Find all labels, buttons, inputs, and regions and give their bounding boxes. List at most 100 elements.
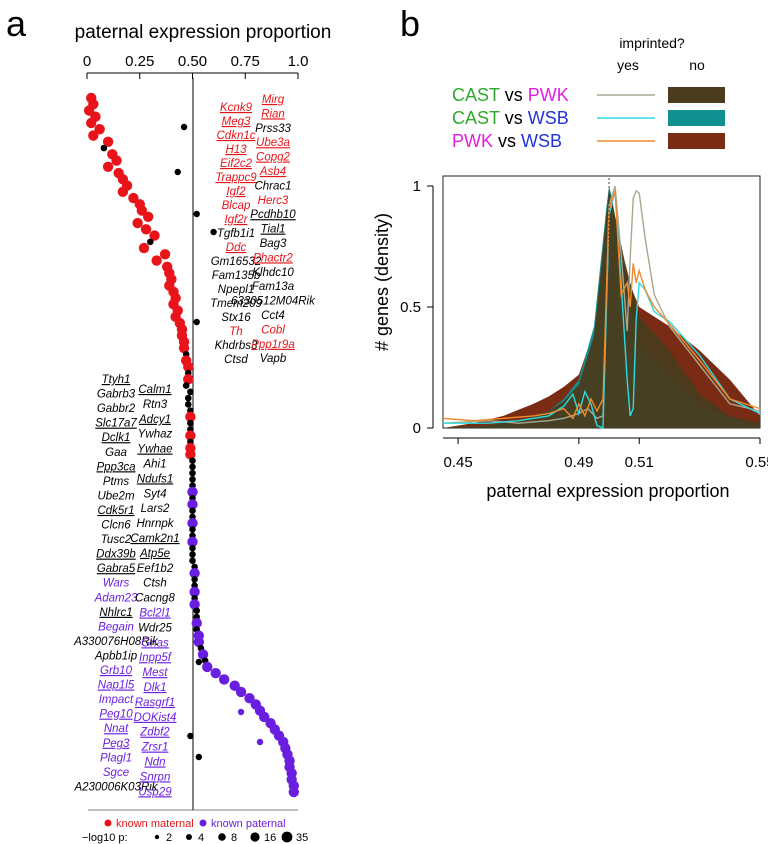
panel-a-gene-point — [174, 168, 181, 176]
legend-fill-swatch — [668, 87, 725, 103]
gene-label: Klhdc10 — [252, 267, 294, 279]
gene-label: Npepl1 — [218, 284, 254, 296]
gene-label: Bcl2l1 — [139, 608, 170, 620]
panel-a-gene-point — [187, 536, 198, 548]
panel-a-gene-labels: Kcnk9 Meg3 Cdkn1c H13 Eif2c2 Trappc9 Igf2 Blcap… — [73, 94, 316, 798]
gene-label: Calm1 — [138, 384, 171, 396]
panel-a-gene-point — [132, 217, 143, 229]
panel-a-gene-point — [259, 711, 270, 723]
panel-a-gene-point — [189, 567, 200, 579]
legend-size-value: 8 — [231, 832, 237, 844]
gene-label: Igf2 — [226, 186, 246, 198]
panel-a-gene-point — [138, 242, 150, 254]
legend-strain-a: CAST — [452, 108, 500, 128]
gene-label: Vapb — [260, 353, 287, 365]
gene-label: Plagl1 — [100, 752, 132, 764]
panel-a-gene-point — [195, 753, 203, 761]
legend-size-dot — [218, 833, 226, 841]
legend-paternal-dot — [199, 819, 207, 827]
gene-label: Adcy1 — [138, 414, 171, 426]
legend-row-label: PWK vs WSB — [452, 131, 562, 151]
legend-size-value: 2 — [166, 832, 172, 844]
gene-label: Ctsd — [224, 354, 248, 366]
panel-a-gene-point — [189, 551, 196, 558]
panel-a-gene-point — [256, 738, 264, 746]
gene-label: Nap1l5 — [98, 680, 135, 692]
gene-label: Dlk1 — [143, 682, 166, 694]
panel-b-y-tick-label: 1 — [413, 178, 421, 195]
gene-label: Zrsr1 — [141, 742, 169, 754]
panel-a-gene-point — [185, 411, 196, 423]
panel-a-gene-point — [193, 607, 201, 614]
panel-a-gene-point — [187, 499, 198, 510]
panel-a-gene-point — [183, 374, 194, 385]
panel-a-gene-point — [180, 123, 188, 131]
panel-b-x-tick-label: 0.55 — [745, 454, 768, 471]
gene-label: Nhlrc1 — [99, 607, 132, 619]
gene-label: Phactr2 — [253, 252, 293, 264]
gene-label: Peg10 — [99, 709, 133, 721]
gene-label: Stx16 — [221, 312, 251, 324]
panel-a-gene-point — [111, 155, 122, 166]
panel-a-gene-point — [202, 661, 213, 673]
panel-b-x-tick-label: 0.51 — [625, 454, 654, 471]
legend-size-value: 16 — [264, 832, 276, 844]
gene-label: Eif2c2 — [220, 158, 253, 170]
panel-a-gene-point — [189, 469, 196, 477]
panel-a-gene-point — [187, 732, 194, 740]
panel-a-gene-point — [142, 211, 154, 222]
gene-label: Ndufs1 — [137, 473, 173, 485]
gene-label: Adam23 — [94, 592, 138, 604]
panel-a-gene-point — [189, 463, 196, 471]
legend-strain-b: WSB — [528, 108, 569, 128]
panel-a-gene-point — [187, 486, 198, 498]
panel-a-gene-point — [183, 361, 194, 373]
panel-a-tick-label: 0 — [83, 53, 91, 70]
legend-size-value: 4 — [198, 832, 204, 844]
legend-paternal-text: known paternal — [211, 818, 286, 830]
legend-vs: vs — [500, 108, 528, 128]
gene-label: DOKist4 — [134, 712, 177, 724]
panel-a-gene-point — [210, 668, 221, 679]
panel-a-gene-point — [197, 649, 209, 660]
gene-label: Bag3 — [260, 238, 287, 250]
panel-a-gene-point — [191, 617, 202, 629]
panel-b-y-tick-label: 0.5 — [400, 299, 421, 316]
gene-label: Cdk5r1 — [97, 505, 134, 517]
gene-label: Cobl — [261, 324, 285, 336]
panel-a-gene-point — [288, 786, 299, 798]
panel-a-gene-point — [189, 526, 196, 533]
panel-a-gene-point — [218, 674, 230, 685]
gene-label: Gabrb3 — [97, 389, 136, 401]
panel-a-gene-point — [189, 544, 196, 552]
panel-a-gene-point — [102, 136, 114, 147]
panel-a-tick-label: 0.75 — [231, 53, 260, 70]
panel-a-gene-point — [151, 255, 162, 266]
gene-label: Eef1b2 — [137, 563, 174, 575]
gene-label: Copg2 — [256, 152, 290, 164]
gene-label: Wars — [103, 578, 130, 590]
legend-fill-swatch — [668, 133, 725, 149]
gene-label: Hnrnpk — [136, 518, 174, 530]
gene-label: Igf2r — [224, 214, 248, 226]
gene-label: Meg3 — [222, 116, 251, 128]
panel-a-legend: known maternal known paternal −log10 p: 2 4 8… — [82, 818, 308, 844]
gene-label: Syt4 — [143, 488, 166, 500]
gene-label: Zdbf2 — [139, 727, 170, 739]
panel-a-gene-point — [185, 430, 196, 441]
gene-label: Ahi1 — [142, 459, 166, 471]
panel-b-y-tick-label: 0 — [413, 420, 421, 437]
gene-label: Kcnk9 — [220, 102, 253, 114]
panel-a-tick-label: 0.25 — [125, 53, 154, 70]
gene-label: Ube2m — [97, 490, 134, 502]
panel-a-gene-point — [195, 658, 203, 666]
gene-label: Begain — [98, 621, 134, 633]
panel-a-gene-point — [237, 708, 245, 716]
gene-label: Cct4 — [261, 310, 285, 322]
legend-title: imprinted? — [619, 35, 685, 51]
panel-a-gene-point — [159, 249, 171, 260]
gene-label: Ddc — [226, 242, 247, 254]
gene-label: A230006K03Rik — [73, 781, 158, 793]
